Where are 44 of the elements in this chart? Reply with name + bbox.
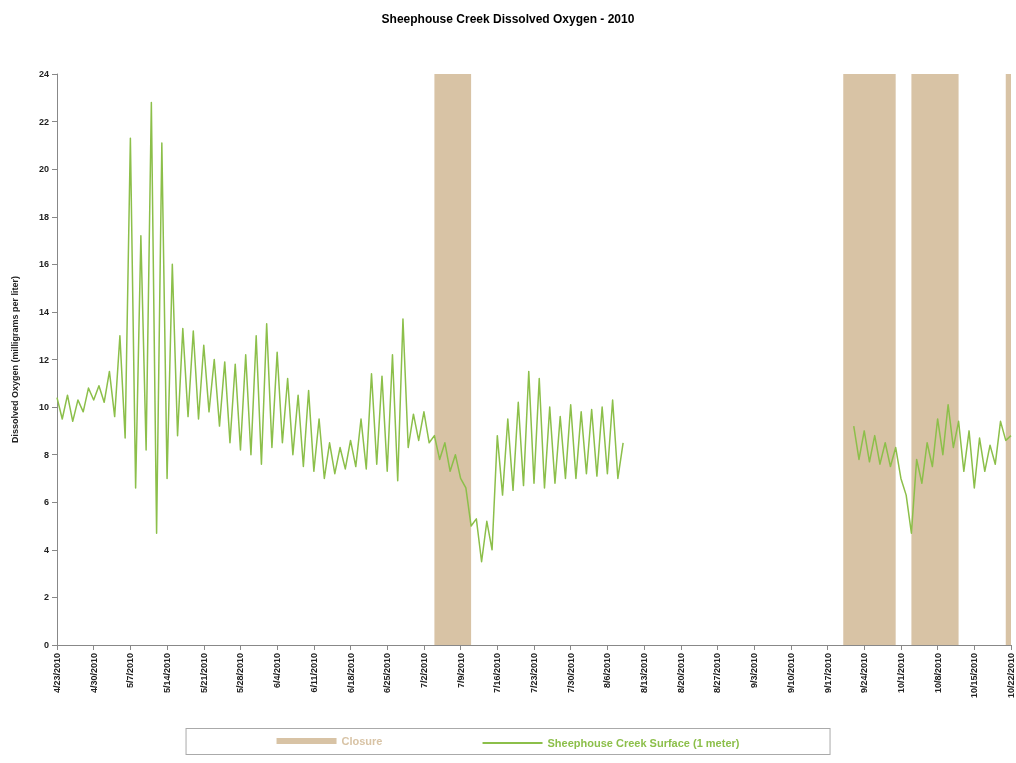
x-tick-label: 9/3/2010 <box>749 653 760 689</box>
y-tick-label: 2 <box>43 592 49 603</box>
x-tick-label: 8/6/2010 <box>602 653 613 689</box>
y-tick-label: 16 <box>38 259 49 270</box>
x-tick-label: 7/23/2010 <box>529 653 539 694</box>
x-tick-label: 10/8/2010 <box>932 653 943 694</box>
y-tick-label: 0 <box>43 640 49 650</box>
y-tick-label: 4 <box>43 544 49 555</box>
x-tick-label: 8/13/2010 <box>639 653 650 694</box>
x-tick-label: 10/1/2010 <box>895 653 906 694</box>
y-tick-label: 8 <box>43 449 49 460</box>
x-tick-label: 4/30/2010 <box>88 653 99 694</box>
x-tick-label: 7/9/2010 <box>455 653 466 689</box>
x-tick-label: 4/23/2010 <box>52 653 62 694</box>
y-tick-label: 18 <box>38 211 49 222</box>
x-tick-label: 5/28/2010 <box>235 653 246 694</box>
x-tick-label: 10/22/2010 <box>1006 653 1016 699</box>
x-tick-label: 6/18/2010 <box>345 653 356 694</box>
y-tick-label: 24 <box>38 69 49 79</box>
y-tick-label: 12 <box>38 354 49 365</box>
chart-title: Sheephouse Creek Dissolved Oxygen - 2010 <box>381 12 635 26</box>
x-tick-label: 8/20/2010 <box>675 653 686 694</box>
y-axis-title: Dissolved Oxygen (milligrams per liter) <box>9 275 20 444</box>
y-tick-label: 6 <box>43 497 49 508</box>
y-tick-label: 20 <box>38 164 49 175</box>
x-tick-label: 7/30/2010 <box>565 653 576 694</box>
x-tick-label: 7/16/2010 <box>492 653 503 694</box>
y-tick-label: 10 <box>38 402 49 413</box>
band-label: Closure <box>341 735 383 747</box>
x-tick-label: 9/17/2010 <box>822 653 833 694</box>
x-tick-label: 7/2/2010 <box>418 653 429 689</box>
x-tick-label: 10/15/2010 <box>969 653 980 699</box>
text: Sheephouse Creek Surface (1 meter) <box>547 737 740 749</box>
x-tick-label: 5/7/2010 <box>125 653 136 689</box>
x-tick-label: 5/21/2010 <box>198 653 209 694</box>
x-tick-label: 6/25/2010 <box>382 653 393 694</box>
x-tick-label: 6/4/2010 <box>272 653 283 689</box>
y-tick-label: 22 <box>38 116 49 127</box>
x-tick-label: 8/27/2010 <box>712 653 723 694</box>
x-tick-label: 9/24/2010 <box>859 653 870 694</box>
y-tick-label: 14 <box>38 306 49 317</box>
x-tick-label: 9/10/2010 <box>785 653 796 694</box>
x-tick-label: 6/11/2010 <box>308 653 319 693</box>
x-tick-label: 5/14/2010 <box>162 653 173 694</box>
